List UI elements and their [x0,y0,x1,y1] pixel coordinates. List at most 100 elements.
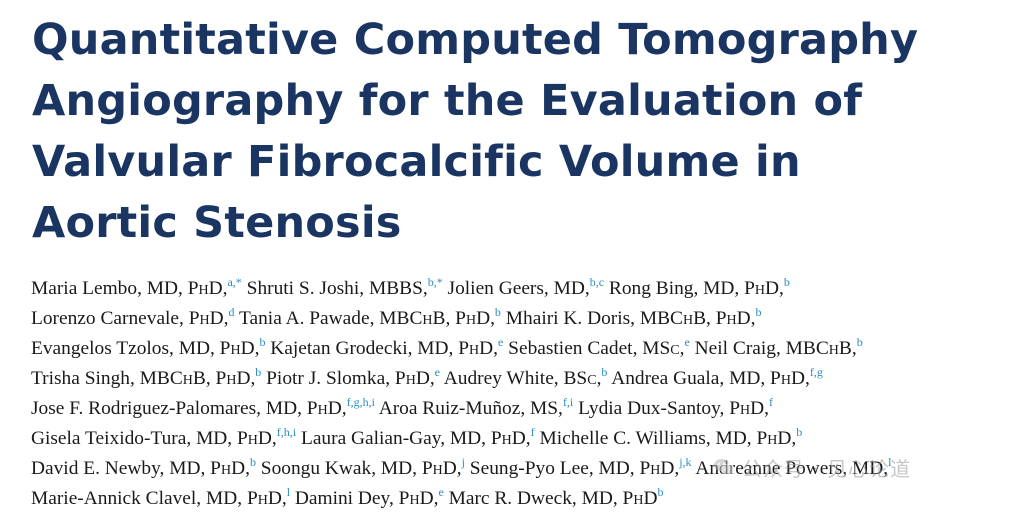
affiliation-superscript: b [856,335,863,349]
author-text: Damini Dey, P [290,488,410,509]
author-text: Laura Galian-Gay, MD, P [296,428,502,449]
author-text: h [198,278,209,299]
author-text: h [317,398,328,419]
author-text: h [247,428,258,449]
author-text: Lorenzo Carnevale, P [31,308,200,329]
affiliation-superscript: j [461,455,465,469]
author-text: D, [208,278,228,299]
author-text: B, P [432,308,466,329]
author-text: D, [511,428,531,449]
author-text: D, [236,368,256,389]
author-text: Gisela Teixido-Tura, MD, P [31,428,248,449]
affiliation-superscript: e [684,335,690,349]
author-text: D, [415,368,435,389]
author-text: D, [790,368,810,389]
affiliation-superscript: e [498,335,504,349]
affiliation-superscript: b [494,305,501,319]
author-text: h [220,458,232,479]
author-text: D, [267,488,287,509]
affiliation-superscript: f [530,425,535,439]
author-text: c [670,338,680,359]
author-text: h [230,338,241,359]
affiliation-superscript: j,k [679,455,692,469]
affiliation-superscript: b [783,275,790,289]
author-text: Jose F. Rodriguez-Palomares, MD, P [31,398,318,419]
author-text: Piotr J. Slomka, P [261,368,406,389]
article-title: Quantitative Computed Tomography Angiogr… [32,10,992,254]
author-text: h [405,368,416,389]
affiliation-superscript: b [755,305,762,319]
author-text: h [740,398,751,419]
affiliation-superscript: f,i [562,395,574,409]
author-list: Maria Lembo, MD, PhD,a,* Shruti S. Joshi… [31,274,1016,514]
affiliation-superscript: a,* [227,275,242,289]
author-text: h [780,368,791,389]
author-text: h [633,488,644,509]
title-line: Quantitative Computed Tomography [32,15,919,65]
author-text: Trisha Singh, MBC [31,368,183,389]
author-text: h [409,488,420,509]
author-text: D, [479,338,498,359]
author-text: B, [838,338,857,359]
author-text: h [501,428,512,449]
affiliation-superscript: b [249,455,256,469]
author-text: Audrey White, BS [440,368,588,389]
author-line: Marie-Annick Clavel, MD, PhD,l Damini De… [31,484,1016,514]
author-text: , [679,338,685,359]
author-text: David E. Newby, MD, P [31,458,221,479]
author-text: D, [777,428,797,449]
author-text: h [726,308,737,329]
title-line: Valvular Fibrocalcific Volume in [32,137,801,187]
author-text: D, [231,458,250,479]
author-text: h [226,368,237,389]
author-text: h [422,308,433,329]
author-text: h [682,308,694,329]
author-text: D, [327,398,347,419]
affiliation-superscript: b [796,425,803,439]
affiliation-superscript: f,h,i [276,425,297,439]
author-text: h [767,428,778,449]
affiliation-superscript: f,g [809,365,823,379]
author-text: Marc R. Dweck, MD, P [443,488,634,509]
author-text: Soongu Kwak, MD, P [255,458,433,479]
author-text: D, [765,278,784,299]
author-line: Gisela Teixido-Tura, MD, PhD,f,h,i Laura… [31,424,1016,454]
author-text: Andrea Guala, MD, P [607,368,781,389]
affiliation-superscript: f [769,395,774,409]
affiliation-superscript: b [601,365,608,379]
author-text: D, [736,308,756,329]
title-line: Aortic Stenosis [32,198,402,248]
author-text: D, [257,428,277,449]
affiliation-superscript: d [228,305,235,319]
author-text: , [596,368,602,389]
affiliation-superscript: b,* [427,275,443,289]
author-text: c [587,368,597,389]
author-line: David E. Newby, MD, PhD,b Soongu Kwak, M… [31,454,1016,484]
author-text: h [465,308,477,329]
author-text: Shruti S. Joshi, MBBS, [241,278,428,299]
affiliation-superscript: b [259,335,266,349]
affiliation-superscript: l [888,455,892,469]
affiliation-superscript: e [434,365,440,379]
author-line: Jose F. Rodriguez-Palomares, MD, PhD,f,g… [31,394,1016,424]
affiliation-superscript: l [286,485,291,499]
author-text: h [432,458,443,479]
author-text: D [643,488,658,509]
author-line: Lorenzo Carnevale, PhD,d Tania A. Pawade… [31,304,1016,334]
author-text: Lydia Dux-Santoy, P [573,398,741,419]
author-text: Seung-Pyo Lee, MD, P [464,458,651,479]
author-text: Neil Craig, MBC [689,338,829,359]
author-text: Rong Bing, MD, P [604,278,755,299]
author-text: h [469,338,480,359]
author-text: h [257,488,268,509]
author-line: Trisha Singh, MBChB, PhD,b Piotr J. Slom… [31,364,1016,394]
author-text: D, [209,308,229,329]
author-text: h [182,368,193,389]
author-text: Sebastien Cadet, MS [503,338,671,359]
author-line: Evangelos Tzolos, MD, PhD,b Kajetan Grod… [31,334,1016,364]
author-text: D, [660,458,680,479]
affiliation-superscript: b [657,485,664,499]
title-line: Angiography for the Evaluation of [32,76,863,126]
author-text: D, [476,308,495,329]
